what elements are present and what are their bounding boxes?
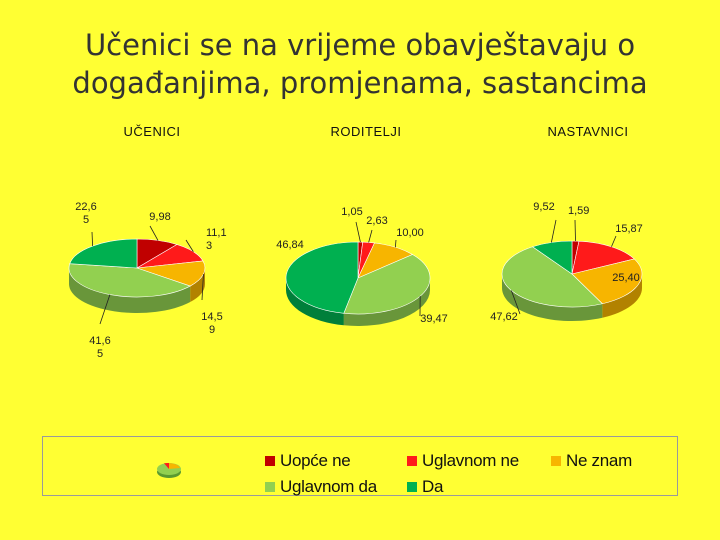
data-label-ne-znam: 25,40 bbox=[612, 272, 640, 284]
legend-item-ne-znam: Ne znam bbox=[551, 451, 632, 471]
data-label-da: 46,84 bbox=[276, 239, 304, 251]
data-label-uopce-ne: 9,98 bbox=[149, 211, 170, 223]
leader-line bbox=[550, 219, 557, 243]
leader-line bbox=[355, 221, 361, 243]
legend-item-uglavnom-ne: Uglavnom ne bbox=[407, 451, 519, 471]
data-label-ne-znam: 14,5 9 bbox=[201, 311, 222, 336]
data-label-uglavnom-da: 39,47 bbox=[420, 313, 448, 325]
pie-side-uglavnom-da bbox=[502, 274, 603, 321]
legend-item-uopce-ne: Uopće ne bbox=[265, 451, 351, 471]
legend-label: Uopće ne bbox=[280, 451, 351, 470]
pie-side-ne-znam bbox=[602, 274, 642, 318]
pie-slice-da bbox=[285, 241, 359, 314]
pie-chart-roditelji: 1,05 2,63 10,00 39,47 46,84 bbox=[276, 206, 448, 326]
pie-slice-ne-znam bbox=[136, 260, 206, 287]
legend-label: Da bbox=[422, 477, 444, 496]
leader-line bbox=[368, 229, 373, 243]
legend-swatch bbox=[407, 482, 417, 492]
data-label-uglavnom-ne: 15,87 bbox=[615, 223, 643, 235]
leader-line bbox=[99, 294, 111, 325]
data-label-uglavnom-ne: 2,63 bbox=[366, 215, 387, 227]
legend-swatch bbox=[407, 456, 417, 466]
pie-charts: 9,98 11,1 3 14,5 9 41,6 5 22,6 5 1,05 2,63 10,00 39,… bbox=[68, 201, 643, 360]
data-label-ne-znam: 10,00 bbox=[396, 227, 424, 239]
pie-slice-da bbox=[531, 240, 573, 275]
pie-chart-nastavnici: 1,59 15,87 25,40 47,62 9,52 bbox=[490, 201, 643, 323]
leader-line bbox=[185, 239, 194, 252]
title-line-2: događanjima, promjenama, sastancima bbox=[72, 66, 648, 100]
leader-line bbox=[394, 239, 397, 248]
pie-label-nastavnici: NASTAVNICI bbox=[547, 124, 629, 139]
data-label-uopce-ne: 1,05 bbox=[341, 206, 362, 218]
leader-line bbox=[611, 235, 617, 247]
legend: Uopće ne Uglavnom ne Ne znam Uglavnom da… bbox=[42, 436, 678, 496]
data-label-da: 9,52 bbox=[533, 201, 554, 213]
pie-label-ucenici: UČENICI bbox=[123, 124, 181, 139]
pie-chart-ucenici: 9,98 11,1 3 14,5 9 41,6 5 22,6 5 bbox=[68, 201, 227, 360]
legend-swatch bbox=[551, 456, 561, 466]
data-label-uopce-ne: 1,59 bbox=[568, 205, 589, 217]
pie-side-ne-znam bbox=[190, 268, 206, 303]
data-label-da: 22,6 5 bbox=[75, 201, 96, 226]
legend-label: Uglavnom ne bbox=[422, 451, 519, 470]
data-label-uglavnom-da: 47,62 bbox=[490, 311, 518, 323]
data-label-uglavnom-ne: 11,1 3 bbox=[206, 227, 227, 252]
leader-line bbox=[91, 231, 93, 247]
pie-label-roditelji: RODITELJI bbox=[330, 124, 402, 139]
pie-side-uglavnom-da bbox=[69, 268, 191, 314]
pie-slice-ne-znam bbox=[571, 258, 643, 305]
leader-line bbox=[201, 274, 204, 301]
legend-label: Ne znam bbox=[566, 451, 632, 470]
chart-title: Učenici se na vrijeme obavještavaju o do… bbox=[0, 26, 720, 102]
legend-item-uglavnom-da: Uglavnom da bbox=[265, 477, 377, 497]
data-label-uglavnom-da: 41,6 5 bbox=[89, 335, 110, 360]
legend-pie-icon bbox=[157, 462, 181, 478]
pie-slice-da bbox=[69, 238, 138, 269]
legend-swatch bbox=[265, 456, 275, 466]
pie-slice-uglavnom-ne bbox=[571, 240, 635, 275]
title-line-1: Učenici se na vrijeme obavještavaju o bbox=[84, 28, 636, 62]
legend-label: Uglavnom da bbox=[280, 477, 377, 496]
leader-line bbox=[149, 225, 159, 241]
pie-side-da bbox=[286, 278, 344, 326]
legend-swatch bbox=[265, 482, 275, 492]
leader-line bbox=[510, 290, 521, 315]
legend-item-da: Da bbox=[407, 477, 443, 497]
